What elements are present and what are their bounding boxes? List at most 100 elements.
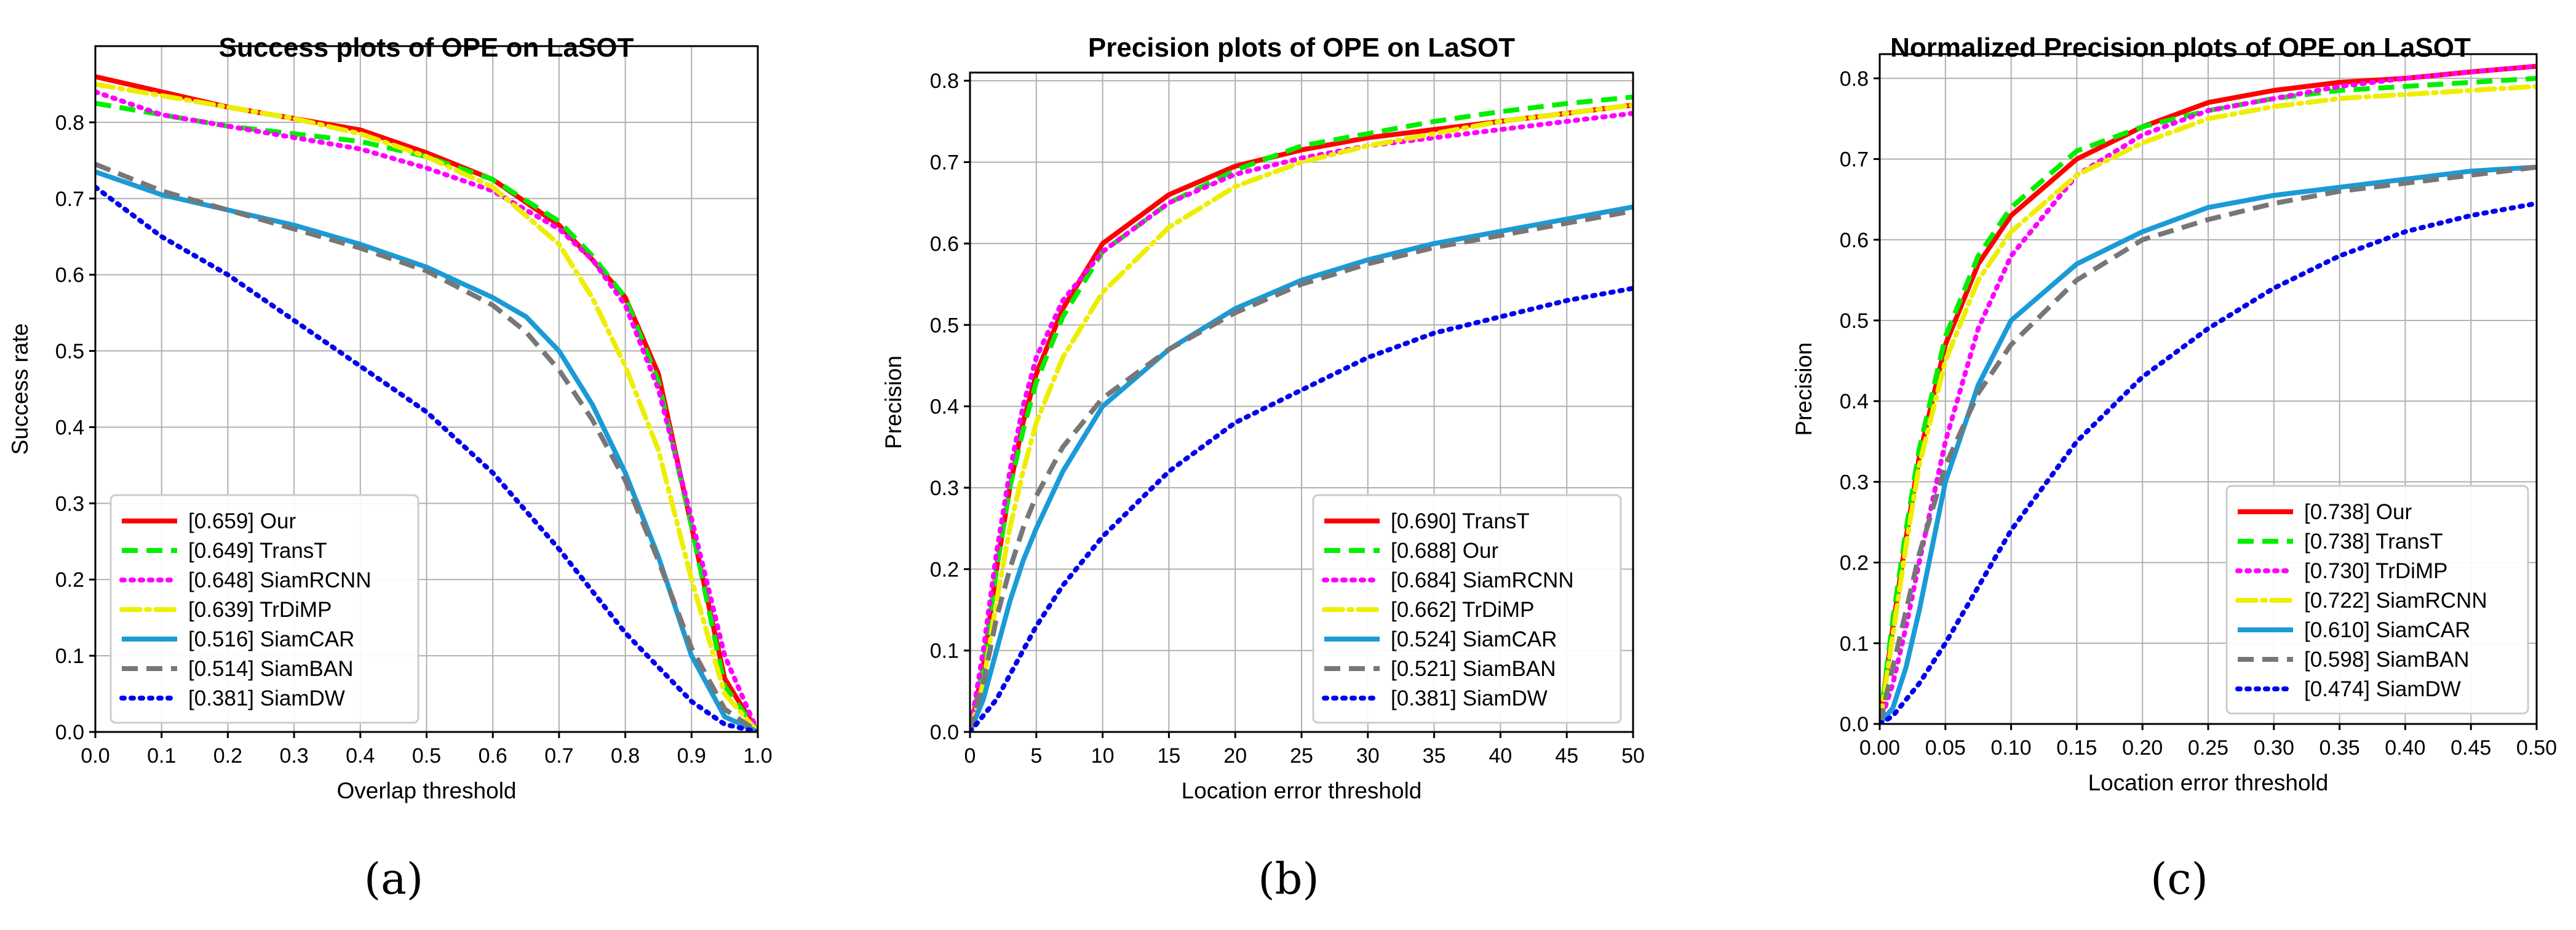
legend-entry: [0.610] SiamCAR <box>2304 618 2470 642</box>
legend: [0.738] Our [0.738] TransT [0.730] TrDiMP [… <box>2225 485 2529 715</box>
legend-entry: [0.521] SiamBAN <box>1391 657 1556 681</box>
x-tick-label: 0.45 <box>2451 736 2491 760</box>
panel-caption: (a) <box>364 854 423 904</box>
chart-panel-c: 0.00 0.05 0.10 0.15 0.20 0.25 0.30 0.35 0.40 0.45… <box>1791 33 2557 904</box>
legend-entry: [0.738] Our <box>2304 500 2412 524</box>
x-tick-label: 35 <box>1423 744 1446 768</box>
x-tick-label: 0.25 <box>2188 736 2228 760</box>
y-tick-label: 0.8 <box>930 70 959 93</box>
x-tick-label: 50 <box>1621 744 1645 768</box>
y-tick-label: 0.8 <box>55 111 84 135</box>
y-axis-label: Precision <box>1791 342 1816 435</box>
series-line-siamdw <box>970 285 1633 732</box>
chart-panel-a: 0.0 0.1 0.2 0.3 0.4 0.5 0.6 0.7 0.8 0.9 1.0 0.0 0.1 0… <box>7 33 773 904</box>
x-tick-label: 0.35 <box>2320 736 2360 760</box>
x-tick-label: 0 <box>964 744 976 768</box>
y-tick-label: 0.7 <box>55 188 84 211</box>
y-tick-label: 0.0 <box>1840 713 1869 736</box>
x-tick-label: 30 <box>1356 744 1380 768</box>
panel-caption: (b) <box>1258 854 1319 904</box>
x-tick-label: 0.05 <box>1925 736 1966 760</box>
y-tick-label: 0.6 <box>930 232 959 256</box>
x-tick-label: 45 <box>1555 744 1578 768</box>
x-tick-label: 0.4 <box>346 744 375 768</box>
y-tick-label: 0.7 <box>930 151 959 175</box>
legend-entry: [0.722] SiamRCNN <box>2304 589 2487 613</box>
x-tick-label: 5 <box>1030 744 1042 768</box>
series-group <box>95 74 758 732</box>
series-line-siamrcnn <box>95 89 758 732</box>
series-line-siamcar <box>1880 164 2537 724</box>
y-tick-label: 0.5 <box>930 314 959 337</box>
legend-box <box>109 494 419 724</box>
x-tick-label: 0.2 <box>213 744 242 768</box>
x-tick-label: 0.7 <box>544 744 573 768</box>
legend-entry: [0.516] SiamCAR <box>188 627 354 651</box>
y-tick-label: 0.5 <box>55 340 84 364</box>
y-tick-label: 0.1 <box>1840 632 1869 656</box>
x-tick-label: 0.30 <box>2254 736 2294 760</box>
legend-entry: [0.662] TrDiMP <box>1391 598 1534 622</box>
series-group <box>1880 63 2537 724</box>
legend-entry: [0.474] SiamDW <box>2304 677 2461 701</box>
series-line-siamrcnn <box>1880 84 2537 724</box>
x-tick-label: 0.20 <box>2122 736 2163 760</box>
y-tick-label: 0.4 <box>1840 390 1869 413</box>
legend-box <box>1312 494 1622 724</box>
y-tick-label: 0.5 <box>1840 309 1869 333</box>
y-tick-label: 0.2 <box>1840 552 1869 575</box>
series-line-siamban <box>95 162 758 732</box>
x-tick-label: 10 <box>1091 744 1115 768</box>
x-tick-label: 15 <box>1157 744 1180 768</box>
legend-entry: [0.639] TrDiMP <box>188 598 332 622</box>
y-tick-label: 0.1 <box>930 640 959 663</box>
legend-entry: [0.730] TrDiMP <box>2304 559 2447 583</box>
y-tick-label: 0.6 <box>55 264 84 287</box>
legend-entry: [0.659] Our <box>188 509 296 533</box>
y-axis-label: Success rate <box>7 324 33 455</box>
legend-entry: [0.690] TransT <box>1391 509 1530 533</box>
series-line-siamban <box>1880 164 2537 724</box>
chart-title: Success plots of OPE on LaSOT <box>219 33 634 63</box>
legend-entry: [0.514] SiamBAN <box>188 657 353 681</box>
y-tick-label: 0.4 <box>55 416 84 439</box>
x-axis-label: Overlap threshold <box>336 778 516 803</box>
y-tick-label: 0.2 <box>930 558 959 581</box>
series-line-trdimp <box>95 81 758 732</box>
series-line-transt <box>1880 76 2537 724</box>
series-group <box>970 94 1633 732</box>
x-tick-label: 0.1 <box>147 744 176 768</box>
legend-entry: [0.684] SiamRCNN <box>1391 568 1574 592</box>
series-line-siamban <box>970 209 1633 732</box>
x-tick-label: 20 <box>1223 744 1247 768</box>
legend-entry: [0.381] SiamDW <box>188 686 345 710</box>
x-tick-label: 0.6 <box>479 744 507 768</box>
x-tick-label: 0.8 <box>611 744 640 768</box>
y-tick-label: 0.4 <box>930 395 959 419</box>
legend: [0.690] TransT [0.688] Our [0.684] SiamRCN… <box>1312 494 1622 724</box>
legend-box <box>2225 485 2529 715</box>
series-line-siamcar <box>970 204 1633 732</box>
x-tick-label: 0.00 <box>1859 736 1900 760</box>
x-tick-label: 1.0 <box>743 744 772 768</box>
x-tick-label: 0.10 <box>1991 736 2032 760</box>
series-line-siamdw <box>95 185 758 732</box>
chart-title: Normalized Precision plots of OPE on LaS… <box>1890 33 2471 63</box>
legend: [0.659] Our [0.649] TransT [0.648] SiamRCN… <box>109 494 419 724</box>
y-tick-label: 0.7 <box>1840 148 1869 172</box>
chart-panel-b: 0 5 10 15 20 25 30 35 40 45 50 0.0 0.1 0.2 0.3 0.4 0.5 0.… <box>881 33 1645 904</box>
y-axis-label: Precision <box>881 356 906 449</box>
legend-entry: [0.598] SiamBAN <box>2304 648 2469 672</box>
x-axis-label: Location error threshold <box>2088 770 2329 795</box>
y-tick-label: 0.6 <box>1840 229 1869 252</box>
legend-entry: [0.649] TransT <box>188 539 327 563</box>
legend-entry: [0.524] SiamCAR <box>1391 627 1557 651</box>
x-tick-label: 25 <box>1290 744 1313 768</box>
y-tick-label: 0.0 <box>930 721 959 744</box>
legend-entry: [0.688] Our <box>1391 539 1498 563</box>
x-tick-label: 0.50 <box>2516 736 2557 760</box>
legend-entry: [0.381] SiamDW <box>1391 686 1548 710</box>
y-tick-label: 0.2 <box>55 568 84 592</box>
x-tick-label: 0.3 <box>279 744 308 768</box>
